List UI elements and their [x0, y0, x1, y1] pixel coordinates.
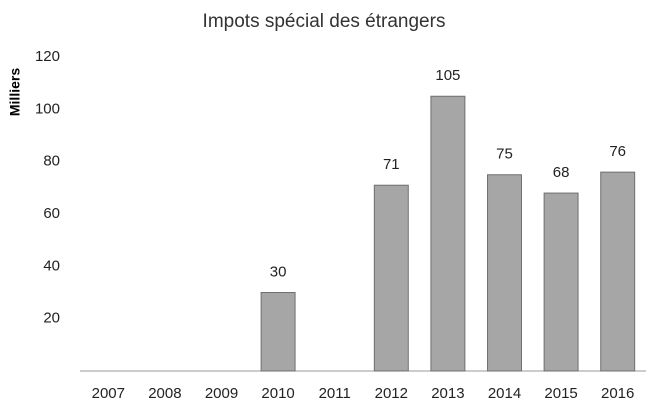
x-tick-label: 2016: [601, 385, 634, 402]
data-label: 76: [609, 143, 626, 160]
x-tick-label: 2014: [488, 385, 521, 402]
data-label: 105: [435, 67, 460, 84]
x-tick-label: 2008: [148, 385, 181, 402]
bar: [430, 95, 466, 372]
data-label: 71: [383, 156, 400, 173]
x-tick-label: 2013: [431, 385, 464, 402]
x-tick-label: 2011: [319, 385, 351, 402]
y-axis-label: Milliers: [7, 68, 23, 116]
data-label: 68: [553, 164, 570, 181]
data-label: 75: [496, 146, 513, 163]
y-tick-label: 40: [43, 257, 60, 274]
bar: [600, 171, 636, 372]
x-tick-label: 2009: [205, 385, 238, 402]
y-tick-label: 20: [43, 310, 60, 327]
y-tick-label: 100: [35, 100, 60, 117]
x-tick-label: 2012: [375, 385, 408, 402]
y-tick-label: 80: [43, 153, 60, 170]
chart-title: Impots spécial des étrangers: [203, 11, 446, 32]
x-tick-label: 2007: [92, 385, 125, 402]
y-tick-label: 60: [43, 205, 60, 222]
x-tick-label: 2015: [544, 385, 577, 402]
bar: [373, 184, 409, 372]
x-tick-label: 2010: [261, 385, 294, 402]
bar: [487, 174, 522, 372]
bar: [260, 292, 296, 372]
y-tick-label: 120: [35, 48, 60, 65]
bar: [543, 192, 579, 372]
data-label: 30: [270, 263, 287, 280]
